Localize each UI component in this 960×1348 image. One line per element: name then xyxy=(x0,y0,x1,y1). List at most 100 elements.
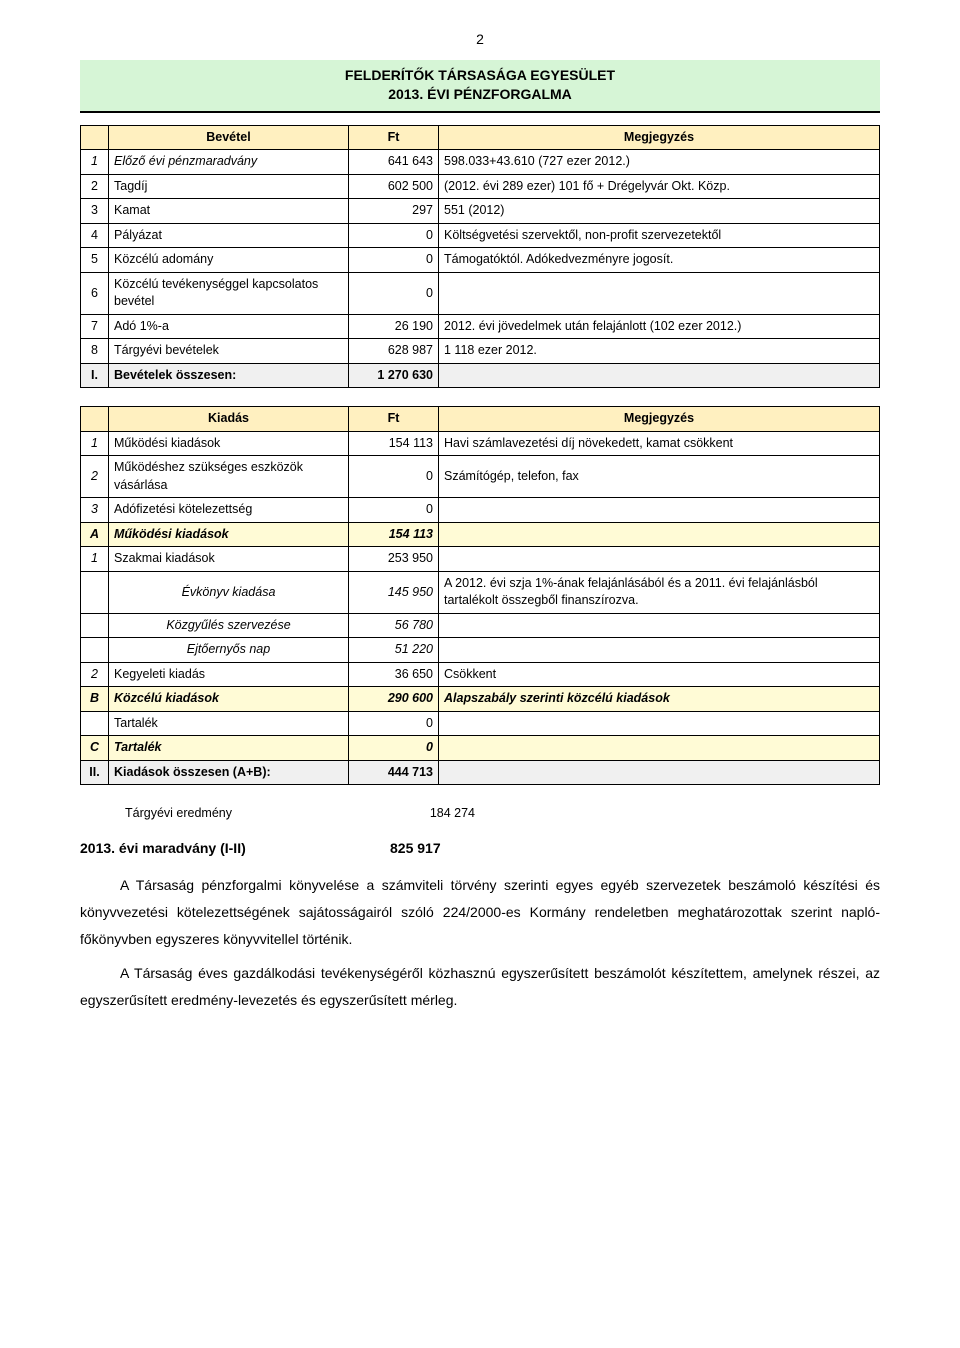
row-note xyxy=(439,522,880,547)
row-idx: 1 xyxy=(81,431,109,456)
row-value: 297 xyxy=(349,199,439,224)
table-row: 1Előző évi pénzmaradvány641 643598.033+4… xyxy=(81,150,880,175)
row-note: 1 118 ezer 2012. xyxy=(439,339,880,364)
table-row: Tartalék0 xyxy=(81,711,880,736)
row-note xyxy=(439,498,880,523)
income-table: Bevétel Ft Megjegyzés 1Előző évi pénzmar… xyxy=(80,125,880,389)
title-line-1: FELDERÍTŐK TÁRSASÁGA EGYESÜLET xyxy=(345,67,615,83)
sum-idx: I. xyxy=(81,363,109,388)
table-row: 2Kegyeleti kiadás36 650Csökkent xyxy=(81,662,880,687)
row-label: Közcélú tevékenységgel kapcsolatos bevét… xyxy=(109,272,349,314)
row-idx: 1 xyxy=(81,150,109,175)
sum-label: Bevételek összesen: xyxy=(109,363,349,388)
row-label: Tagdíj xyxy=(109,174,349,199)
income-sum-row: I. Bevételek összesen: 1 270 630 xyxy=(81,363,880,388)
header-note: Megjegyzés xyxy=(439,125,880,150)
row-note xyxy=(439,736,880,761)
row-idx: B xyxy=(81,687,109,712)
row-label: Pályázat xyxy=(109,223,349,248)
row-label: Működési kiadások xyxy=(109,431,349,456)
row-idx: 8 xyxy=(81,339,109,364)
table-row: 2Működéshez szükséges eszközök vásárlása… xyxy=(81,456,880,498)
row-label: Évkönyv kiadása xyxy=(109,571,349,613)
row-label: Szakmai kiadások xyxy=(109,547,349,572)
table-row: 4Pályázat0Költségvetési szervektől, non-… xyxy=(81,223,880,248)
row-note: A 2012. évi szja 1%-ának felajánlásából … xyxy=(439,571,880,613)
row-value: 26 190 xyxy=(349,314,439,339)
sum-label: Kiadások összesen (A+B): xyxy=(109,760,349,785)
row-value: 253 950 xyxy=(349,547,439,572)
sum-value: 444 713 xyxy=(349,760,439,785)
row-note: 2012. évi jövedelmek után felajánlott (1… xyxy=(439,314,880,339)
row-note xyxy=(439,272,880,314)
row-note: 598.033+43.610 (727 ezer 2012.) xyxy=(439,150,880,175)
row-label: Közcélú adomány xyxy=(109,248,349,273)
row-value: 602 500 xyxy=(349,174,439,199)
row-value: 0 xyxy=(349,456,439,498)
row-value: 290 600 xyxy=(349,687,439,712)
sum-note xyxy=(439,760,880,785)
row-note: Támogatóktól. Adókedvezményre jogosít. xyxy=(439,248,880,273)
row-value: 154 113 xyxy=(349,522,439,547)
row-label: Működéshez szükséges eszközök vásárlása xyxy=(109,456,349,498)
row-idx: 2 xyxy=(81,662,109,687)
row-note xyxy=(439,638,880,663)
header-label: Kiadás xyxy=(109,407,349,432)
row-idx: 2 xyxy=(81,456,109,498)
row-note: 551 (2012) xyxy=(439,199,880,224)
table-row: 3Adófizetési kötelezettség0 xyxy=(81,498,880,523)
row-idx: C xyxy=(81,736,109,761)
row-label: Működési kiadások xyxy=(109,522,349,547)
row-idx: 1 xyxy=(81,547,109,572)
row-value: 36 650 xyxy=(349,662,439,687)
title-band: FELDERÍTŐK TÁRSASÁGA EGYESÜLET 2013. ÉVI… xyxy=(80,60,880,113)
sum-note xyxy=(439,363,880,388)
result-pair: Tárgyévi eredmény 184 274 xyxy=(80,803,880,825)
header-blank xyxy=(81,407,109,432)
row-value: 145 950 xyxy=(349,571,439,613)
row-note: Alapszabály szerinti közcélú kiadások xyxy=(439,687,880,712)
row-label: Közgyűlés szervezése xyxy=(109,613,349,638)
row-label: Adó 1%-a xyxy=(109,314,349,339)
row-value: 0 xyxy=(349,736,439,761)
table-row: Ejtőernyős nap51 220 xyxy=(81,638,880,663)
table-row: 8Tárgyévi bevételek628 9871 118 ezer 201… xyxy=(81,339,880,364)
row-note xyxy=(439,711,880,736)
row-idx: 5 xyxy=(81,248,109,273)
table-row: BKözcélú kiadások290 600Alapszabály szer… xyxy=(81,687,880,712)
result1-value: 184 274 xyxy=(380,803,480,825)
table-row: 2Tagdíj602 500(2012. évi 289 ezer) 101 f… xyxy=(81,174,880,199)
table-row: 1Szakmai kiadások253 950 xyxy=(81,547,880,572)
row-value: 0 xyxy=(349,498,439,523)
table-row: 7Adó 1%-a26 1902012. évi jövedelmek után… xyxy=(81,314,880,339)
row-idx: 3 xyxy=(81,199,109,224)
paragraph-1: A Társaság pénzforgalmi könyvelése a szá… xyxy=(80,872,880,952)
paragraph-2: A Társaság éves gazdálkodási tevékenység… xyxy=(80,960,880,1013)
table-row: AMűködési kiadások154 113 xyxy=(81,522,880,547)
table-row: Évkönyv kiadása145 950A 2012. évi szja 1… xyxy=(81,571,880,613)
row-idx xyxy=(81,638,109,663)
page: 2 FELDERÍTŐK TÁRSASÁGA EGYESÜLET 2013. É… xyxy=(0,0,960,1061)
table-row: 1Működési kiadások154 113Havi számlaveze… xyxy=(81,431,880,456)
header-note: Megjegyzés xyxy=(439,407,880,432)
row-idx: 4 xyxy=(81,223,109,248)
sum-value: 1 270 630 xyxy=(349,363,439,388)
sum-idx: II. xyxy=(81,760,109,785)
row-label: Kamat xyxy=(109,199,349,224)
result2-value: 825 917 xyxy=(390,839,441,859)
result-line-2: 2013. évi maradvány (I-II) 825 917 xyxy=(80,839,880,859)
table-row: CTartalék0 xyxy=(81,736,880,761)
row-value: 0 xyxy=(349,223,439,248)
table-row: 5Közcélú adomány0Támogatóktól. Adókedvez… xyxy=(81,248,880,273)
row-value: 51 220 xyxy=(349,638,439,663)
row-idx: 3 xyxy=(81,498,109,523)
row-label: Előző évi pénzmaradvány xyxy=(109,150,349,175)
row-idx: 2 xyxy=(81,174,109,199)
header-blank xyxy=(81,125,109,150)
header-value: Ft xyxy=(349,125,439,150)
row-value: 0 xyxy=(349,272,439,314)
title-line-2: 2013. ÉVI PÉNZFORGALMA xyxy=(80,85,880,105)
row-idx xyxy=(81,571,109,613)
row-value: 0 xyxy=(349,248,439,273)
header-label: Bevétel xyxy=(109,125,349,150)
